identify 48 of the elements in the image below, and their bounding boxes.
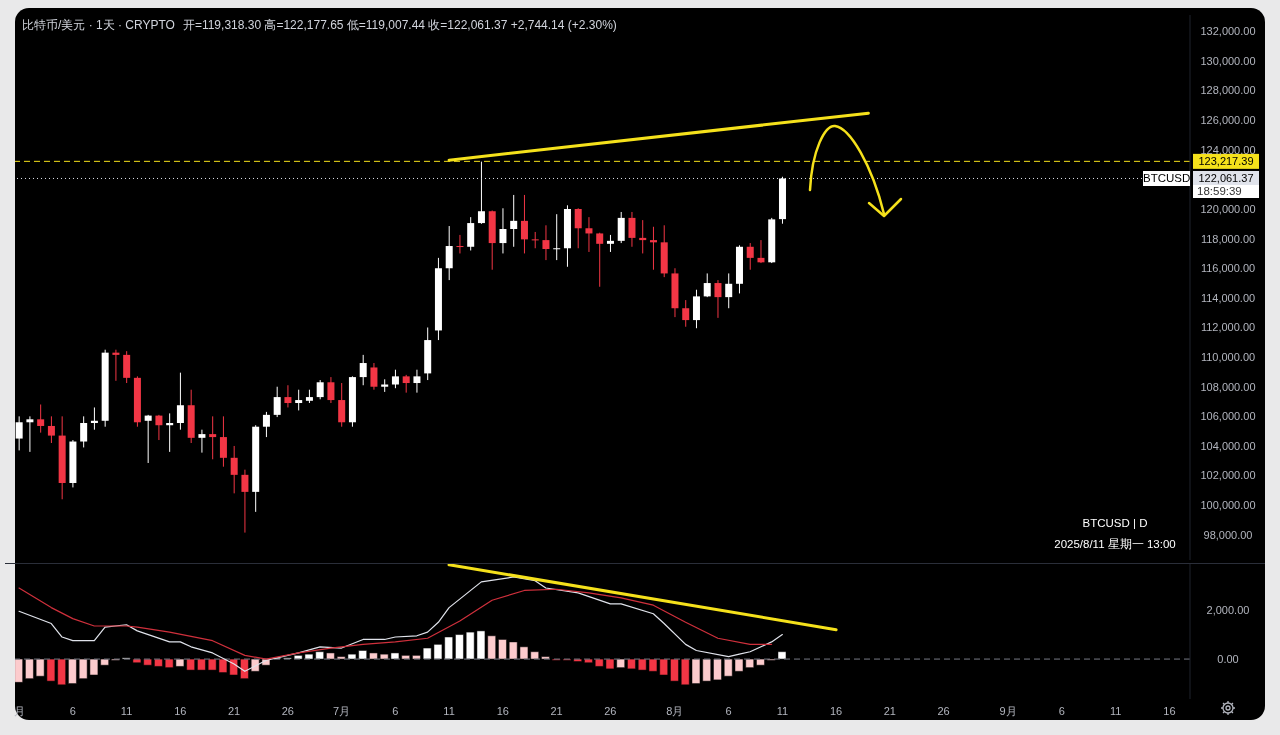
x-tick-label: 6 [1058, 704, 1065, 717]
annotation: BTCUSD | D [1081, 516, 1149, 531]
x-tick-label: 11 [1109, 704, 1122, 717]
y-tick-label: 116,000.00 [1200, 262, 1256, 275]
x-tick-label: 9月 [999, 704, 1017, 717]
y-tick-label: 124,000.00 [1200, 143, 1256, 156]
x-tick-label: 16 [1163, 704, 1176, 717]
y-tick-label: 98,000.00 [1203, 528, 1253, 541]
annotation: 2025/8/11 星期一 13:00 [1053, 537, 1177, 552]
chart-subtitle: 开=119,318.30 高=122,177.65 低=119,007.44 收=122,061.37 +2,744.14 (+2.30%) [182, 18, 617, 32]
y-tick-label: 118,000.00 [1200, 232, 1256, 245]
y-tick-label: 100,000.00 [1200, 499, 1256, 512]
y-tick-label: 108,000.00 [1200, 380, 1256, 393]
y-tick-label: 102,000.00 [1200, 469, 1256, 482]
y-tick-label: 132,000.00 [1200, 25, 1256, 38]
chart-title: 比特币/美元 · 1天 · CRYPTO [22, 18, 175, 32]
x-tick-label: 6 [69, 704, 76, 717]
x-tick-label: 21 [883, 704, 896, 717]
x-tick-label: 7月 [333, 704, 351, 717]
x-tick-label: 11 [120, 704, 133, 717]
x-tick-label: 16 [174, 704, 187, 717]
y-tick-label: 114,000.00 [1200, 291, 1256, 304]
x-tick-label: 11 [443, 704, 455, 717]
y-tick-label: 104,000.00 [1200, 439, 1256, 452]
ref-line-label: 122,061.37 [1198, 172, 1254, 185]
y-tick-label: 106,000.00 [1200, 410, 1256, 423]
x-tick-label: 8月 [666, 704, 684, 717]
x-tick-label: 26 [604, 704, 617, 717]
x-tick-label: 21 [550, 704, 563, 717]
x-tick-label: 16 [829, 704, 843, 717]
y-tick-label: 128,000.00 [1200, 84, 1256, 97]
ref-line-label: 123,217.39 [1198, 155, 1254, 168]
text: 18:59:39 [1193, 185, 1259, 198]
x-tick-label: 6 [392, 704, 399, 717]
x-tick-label: 6 [725, 704, 732, 717]
x-tick-label: 21 [227, 704, 241, 717]
x-tick-label: 26 [937, 704, 950, 717]
y-tick-label: 126,000.00 [1200, 114, 1256, 127]
y-tick-label: 130,000.00 [1200, 54, 1256, 67]
y-tick-label: 120,000.00 [1200, 202, 1256, 215]
x-tick-label: 11 [776, 704, 789, 717]
y-tick-label: 0.00 [1217, 652, 1239, 665]
y-tick-label: 2,000.00 [1206, 603, 1250, 616]
y-tick-label: 110,000.00 [1200, 351, 1256, 364]
x-tick-label: 26 [281, 704, 294, 717]
annotation: BTCUSD [1143, 171, 1191, 186]
x-tick-label: 16 [496, 704, 509, 717]
y-tick-label: 112,000.00 [1200, 321, 1256, 334]
